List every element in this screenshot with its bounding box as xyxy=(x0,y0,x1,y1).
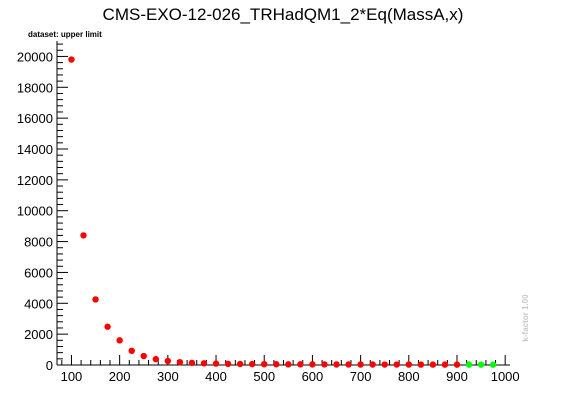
data-points xyxy=(68,56,497,368)
y-tick-label: 16000 xyxy=(17,111,53,126)
red-data-point xyxy=(381,361,388,368)
red-data-point xyxy=(369,361,376,368)
x-tick-label: 600 xyxy=(302,369,324,384)
k-factor-label: k-factor 1.00 xyxy=(521,294,530,342)
red-data-point xyxy=(176,358,184,366)
axes xyxy=(56,41,510,366)
red-data-point xyxy=(224,360,232,368)
y-tick-label: 12000 xyxy=(17,173,53,188)
red-data-point xyxy=(309,361,316,368)
red-data-point xyxy=(453,361,461,368)
x-tick-label: 400 xyxy=(205,369,227,384)
red-data-point xyxy=(164,357,172,365)
red-data-point xyxy=(200,360,208,367)
red-data-point xyxy=(441,361,449,368)
red-data-point xyxy=(297,361,304,368)
red-data-point xyxy=(152,355,159,363)
red-data-point xyxy=(116,337,123,344)
y-tick-label: 0 xyxy=(46,358,53,373)
x-tick-label: 100 xyxy=(61,369,83,384)
y-tick-label: 8000 xyxy=(24,235,53,250)
red-data-point xyxy=(345,361,352,368)
x-tick-label: 800 xyxy=(398,369,420,384)
y-tick-label: 18000 xyxy=(17,80,53,95)
red-data-point xyxy=(321,361,328,368)
red-data-point xyxy=(429,361,437,368)
x-tick-label: 500 xyxy=(253,369,275,384)
red-data-point xyxy=(417,361,425,368)
red-data-point xyxy=(140,352,147,360)
red-data-point xyxy=(92,296,99,303)
red-data-point xyxy=(128,347,135,355)
x-axis-ticks: 100 200 300 400 500 600 700 800 900 1000 xyxy=(61,355,520,384)
red-data-point xyxy=(393,361,400,368)
x-tick-label: 1000 xyxy=(491,369,520,384)
red-data-point xyxy=(285,361,292,368)
red-data-point xyxy=(236,360,244,368)
red-data-point xyxy=(357,361,364,368)
red-data-point xyxy=(212,360,220,367)
dataset-label: dataset: upper limit xyxy=(28,30,102,39)
red-data-point xyxy=(80,232,87,239)
red-data-point xyxy=(248,360,256,368)
red-data-point xyxy=(188,359,196,367)
green-data-point xyxy=(489,361,497,368)
y-tick-label: 4000 xyxy=(24,296,53,311)
y-tick-label: 14000 xyxy=(17,142,53,157)
y-tick-label: 2000 xyxy=(24,327,53,342)
x-tick-label: 200 xyxy=(109,369,131,384)
y-tick-label: 20000 xyxy=(17,49,53,64)
red-data-point xyxy=(261,360,268,368)
red-data-point xyxy=(333,361,340,368)
y-tick-label: 6000 xyxy=(24,265,53,280)
green-data-point xyxy=(477,361,485,368)
red-data-point xyxy=(68,56,75,63)
green-data-point xyxy=(465,361,473,368)
red-data-point xyxy=(273,361,280,368)
y-axis-ticks: 0 2000 4000 6000 8000 10000 12000 14000 16000 180… xyxy=(17,43,68,373)
red-data-point xyxy=(405,361,412,368)
x-tick-label: 700 xyxy=(350,369,372,384)
x-tick-label: 900 xyxy=(446,369,468,384)
red-data-point xyxy=(104,323,111,330)
x-tick-label: 300 xyxy=(157,369,179,384)
chart-title: CMS-EXO-12-026_TRHadQM1_2*Eq(MassA,x) xyxy=(103,5,464,24)
y-tick-label: 10000 xyxy=(17,204,53,219)
